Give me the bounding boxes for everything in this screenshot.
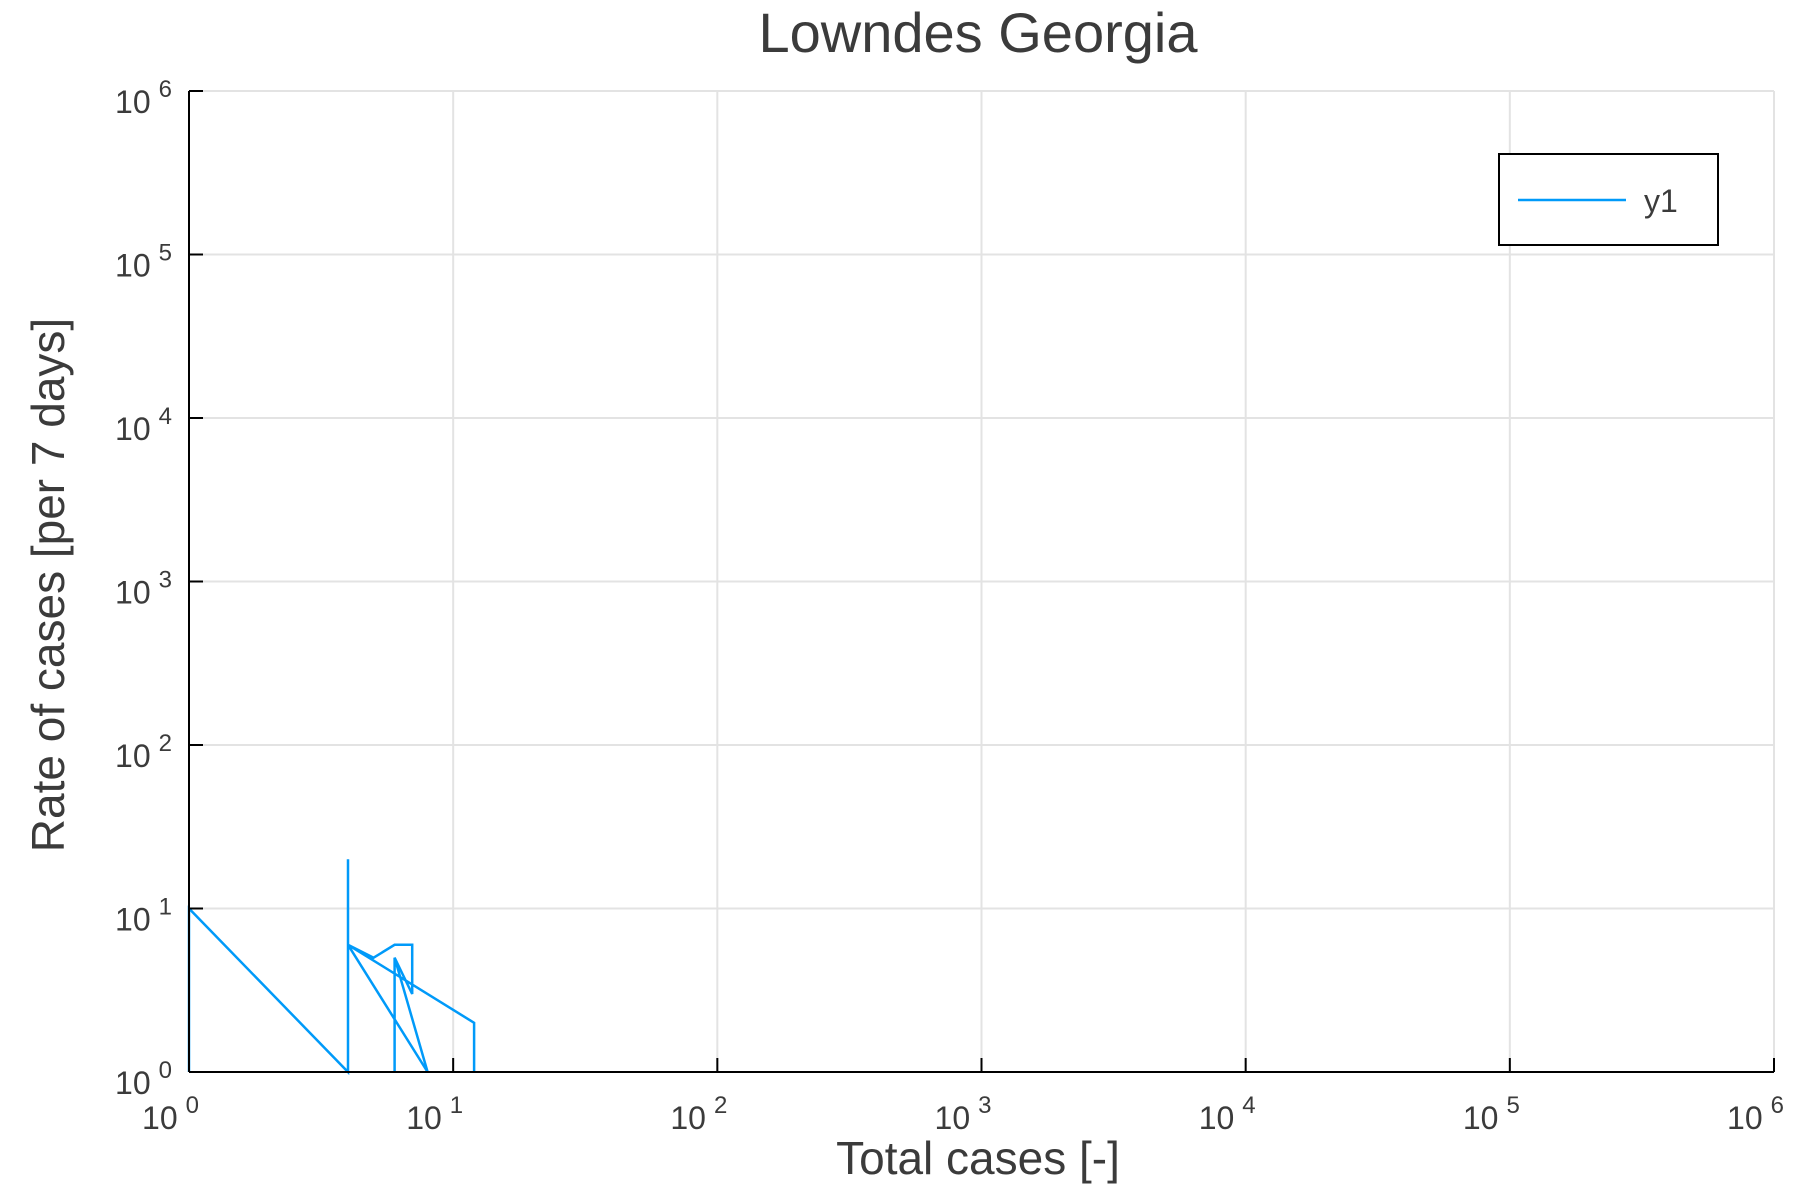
x-tick-label: 10 3 [935,1092,992,1136]
y-tick-exponent: 3 [159,567,172,594]
x-tick-exponent: 5 [1506,1092,1519,1119]
chart-title: Lowndes Georgia [759,1,1199,64]
x-tick-label: 10 1 [406,1092,463,1136]
x-tick-label: 10 2 [670,1092,727,1136]
y-tick-base: 10 [115,575,151,611]
x-tick-exponent: 0 [186,1092,199,1119]
legend: y1 [1498,153,1719,246]
y-tick-base: 10 [115,902,151,938]
y-tick-label: 10 3 [115,567,172,611]
x-tick-label: 10 6 [1727,1092,1784,1136]
y-tick-exponent: 1 [159,894,172,921]
x-tick-base: 10 [1199,1100,1235,1136]
x-tick-base: 10 [406,1100,442,1136]
y-tick-label: 10 6 [115,76,172,120]
x-tick-exponent: 1 [450,1092,463,1119]
x-tick-exponent: 3 [978,1092,991,1119]
y-tick-label: 10 1 [115,894,172,938]
legend-label: y1 [1644,183,1678,219]
x-tick-base: 10 [1463,1100,1499,1136]
y-tick-label: 10 0 [115,1057,172,1101]
x-tick-exponent: 2 [714,1092,727,1119]
y-tick-exponent: 4 [159,403,172,430]
x-tick-base: 10 [142,1100,178,1136]
x-axis-label: Total cases [-] [836,1132,1120,1184]
y-tick-exponent: 0 [159,1057,172,1084]
y-tick-base: 10 [115,84,151,120]
y-ticks: 10 0 10 1 10 2 10 3 10 4 10 5 10 6 [115,76,203,1101]
y-tick-exponent: 5 [159,240,172,267]
y-axis-label: Rate of cases [per 7 days] [22,318,74,852]
x-tick-exponent: 4 [1242,1092,1255,1119]
x-tick-base: 10 [935,1100,971,1136]
y-tick-base: 10 [115,248,151,284]
series-line [187,859,476,1076]
data-series [187,859,476,1076]
y-tick-label: 10 4 [115,403,172,447]
x-ticks: 10 0 10 1 10 2 10 3 10 4 10 5 10 6 [142,1058,1784,1136]
x-tick-base: 10 [1727,1100,1763,1136]
y-tick-base: 10 [115,738,151,774]
y-tick-label: 10 2 [115,730,172,774]
x-tick-label: 10 5 [1463,1092,1520,1136]
x-tick-label: 10 0 [142,1092,199,1136]
y-tick-exponent: 2 [159,730,172,757]
x-tick-base: 10 [670,1100,706,1136]
x-tick-exponent: 6 [1771,1092,1784,1119]
x-tick-label: 10 4 [1199,1092,1256,1136]
y-tick-label: 10 5 [115,240,172,284]
y-tick-base: 10 [115,411,151,447]
y-tick-base: 10 [115,1065,151,1101]
y-tick-exponent: 6 [159,76,172,103]
